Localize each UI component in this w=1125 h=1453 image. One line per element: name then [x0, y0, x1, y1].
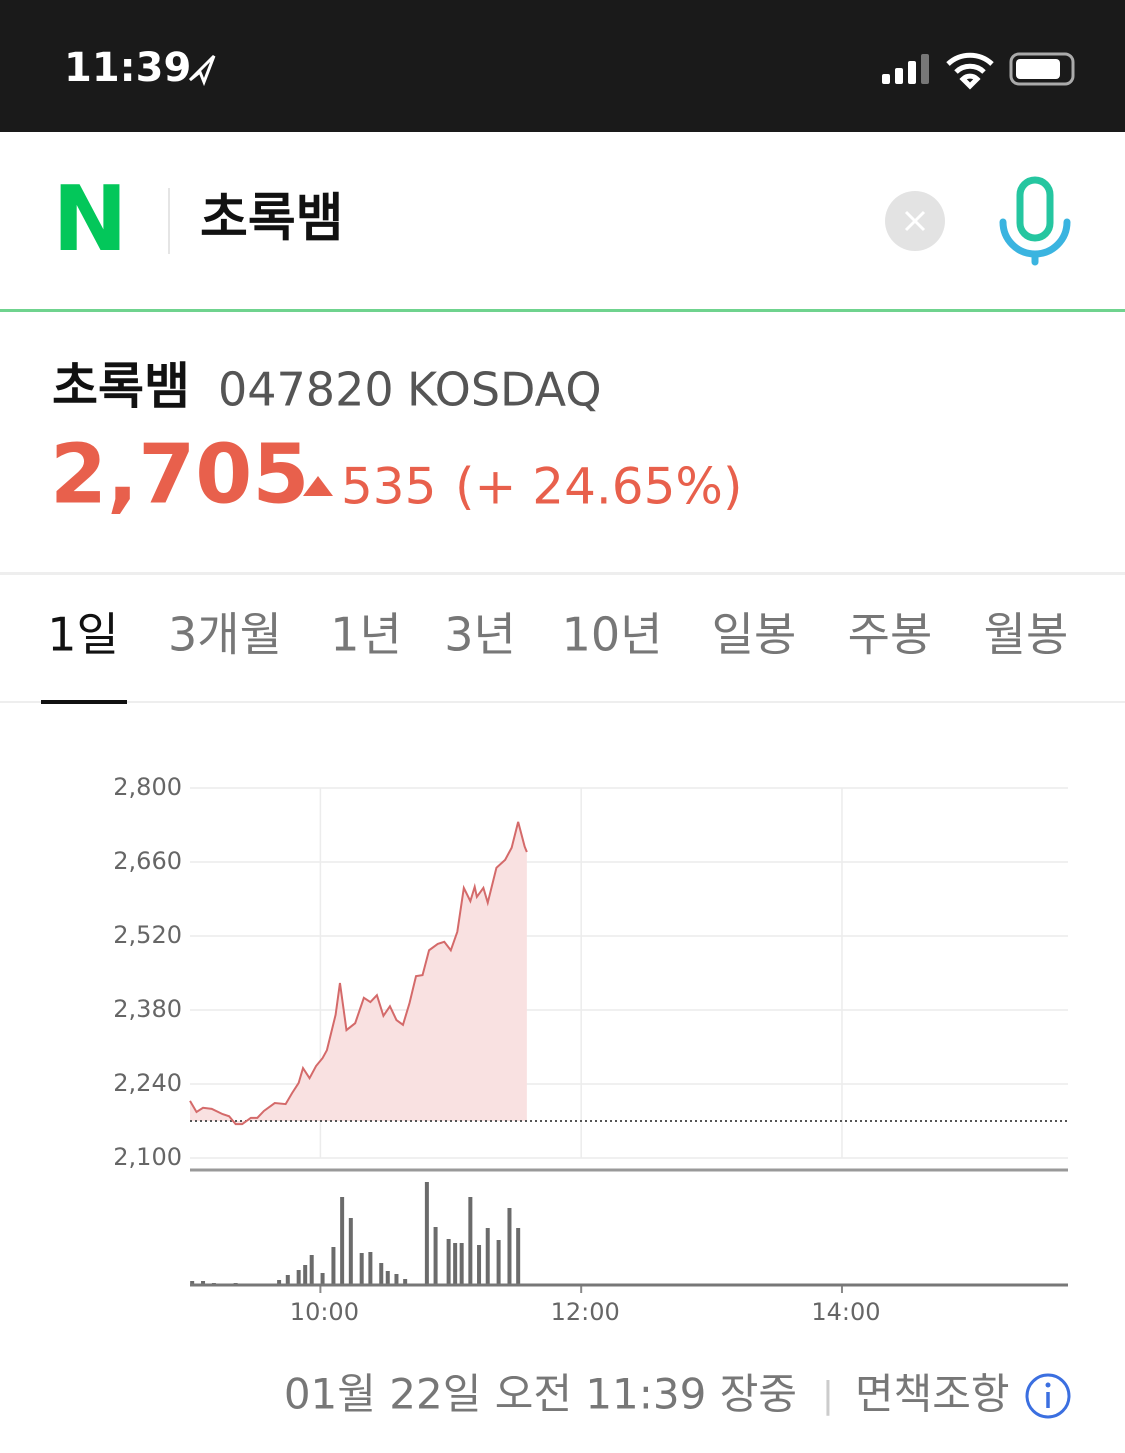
- volume-bar: [433, 1227, 438, 1285]
- volume-bar: [277, 1280, 282, 1285]
- stock-market: KOSDAQ: [407, 363, 602, 417]
- search-query[interactable]: 초록뱀: [200, 189, 344, 249]
- wifi-icon: [946, 52, 994, 90]
- clock: 11:39: [64, 45, 191, 91]
- section-divider: [0, 572, 1125, 575]
- price-change-pct: (+ 24.65%): [455, 458, 742, 516]
- logo[interactable]: N: [52, 167, 127, 272]
- y-tick-label: 2,520: [113, 921, 182, 949]
- info-icon[interactable]: [1025, 1373, 1071, 1419]
- battery-icon: [1009, 52, 1075, 86]
- x-tick-label: 14:00: [811, 1298, 880, 1326]
- volume-bar: [190, 1281, 195, 1285]
- volume-bar: [379, 1263, 384, 1285]
- volume-bar: [201, 1281, 206, 1285]
- search-underline: [0, 309, 1125, 312]
- x-tick-label: 12:00: [551, 1298, 620, 1326]
- volume-bar: [340, 1197, 345, 1285]
- up-arrow: [303, 476, 333, 496]
- tab[interactable]: 주봉: [848, 608, 933, 662]
- volume-bar: [468, 1197, 473, 1285]
- voice-search-button[interactable]: [999, 176, 1071, 266]
- volume-bar: [320, 1273, 325, 1285]
- separator: |: [822, 1375, 834, 1416]
- tab[interactable]: 10년: [562, 608, 663, 662]
- timestamp: 01월 22일 오전 11:39 장중: [284, 1370, 797, 1419]
- volume-bar: [285, 1275, 290, 1285]
- volume-bar: [331, 1247, 336, 1285]
- stock-code: 047820: [218, 363, 394, 417]
- disclaimer-link[interactable]: 면책조항: [855, 1370, 1010, 1419]
- volume-bar: [424, 1182, 429, 1285]
- tab[interactable]: 1년: [330, 608, 402, 662]
- tab[interactable]: 3개월: [168, 608, 282, 662]
- y-tick-label: 2,800: [113, 773, 182, 801]
- volume-bar: [507, 1208, 512, 1285]
- tabs-divider: [0, 701, 1125, 703]
- volume-bar: [516, 1228, 521, 1285]
- volume-bar: [453, 1243, 458, 1285]
- y-tick-label: 2,380: [113, 995, 182, 1023]
- location-icon: [188, 54, 216, 87]
- volume-bar: [303, 1265, 308, 1285]
- volume-bar: [368, 1252, 373, 1285]
- price-area: [190, 821, 527, 1125]
- volume-bar: [296, 1270, 301, 1285]
- signal-icon: [882, 54, 929, 84]
- clear-button[interactable]: [885, 191, 945, 251]
- battery-level: [1016, 59, 1060, 79]
- tab[interactable]: 1일: [47, 608, 119, 662]
- y-tick-label: 2,100: [113, 1143, 182, 1171]
- status-bar: [0, 0, 1125, 132]
- volume-bar: [485, 1228, 490, 1285]
- volume-bar: [477, 1245, 482, 1285]
- volume-bar: [459, 1243, 464, 1285]
- stock-price: 2,705: [50, 427, 309, 522]
- y-tick-label: 2,660: [113, 847, 182, 875]
- volume-bar: [394, 1274, 399, 1285]
- volume-bar: [403, 1279, 408, 1285]
- tab[interactable]: 월봉: [984, 608, 1069, 662]
- volume-bar: [385, 1271, 390, 1285]
- tab[interactable]: 3년: [444, 608, 516, 662]
- x-tick-label: 10:00: [290, 1298, 359, 1326]
- tab-indicator: [41, 700, 127, 704]
- volume-bar: [359, 1253, 364, 1285]
- price-line: [189, 821, 528, 1126]
- volume-bar: [496, 1240, 501, 1285]
- volume-bar: [446, 1239, 451, 1285]
- volume-bar: [309, 1255, 314, 1285]
- volume-bar: [348, 1218, 353, 1285]
- price-change: 535: [341, 458, 436, 516]
- tab[interactable]: 일봉: [712, 608, 797, 662]
- y-tick-label: 2,240: [113, 1069, 182, 1097]
- stock-name: 초록뱀: [52, 358, 190, 416]
